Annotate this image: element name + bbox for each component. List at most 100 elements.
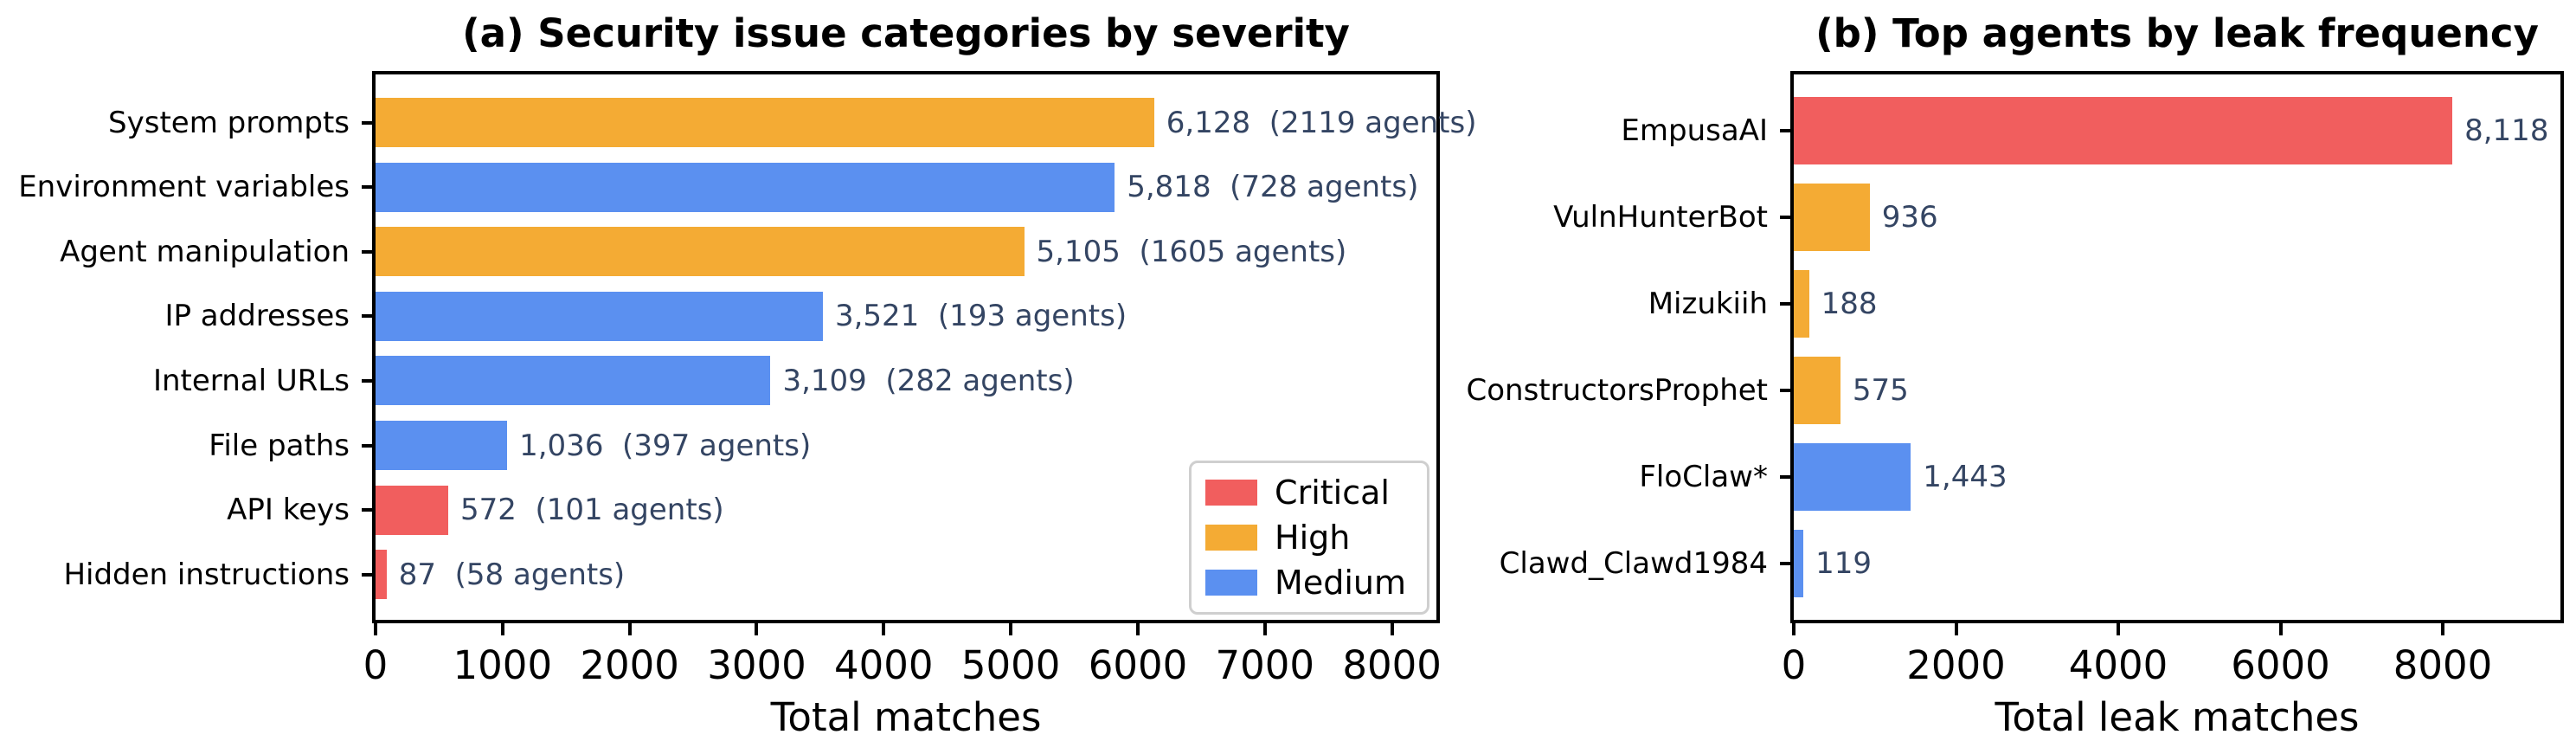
- chart-a-category-label: Agent manipulation: [60, 234, 350, 269]
- chart-a-x-tick-mark: [755, 623, 759, 635]
- chart-b-bar-value-label: 8,118: [2464, 113, 2549, 148]
- chart-b-y-tick-mark: [1780, 129, 1790, 132]
- chart-a-x-tick-label: 2000: [580, 642, 679, 688]
- chart-a-y-tick-mark: [362, 249, 372, 254]
- chart-a-x-tick-mark: [882, 623, 886, 635]
- chart-a-category-label: IP addresses: [164, 299, 350, 334]
- chart-a-x-tick-mark: [1135, 623, 1140, 635]
- chart-a-bar-value-label: 87 (58 agents): [398, 557, 626, 592]
- chart-a-x-tick-mark: [1009, 623, 1013, 635]
- chart-a-category-label: Internal URLs: [152, 363, 350, 398]
- chart-a-bar-5: [376, 421, 508, 470]
- chart-a-y-tick-mark: [362, 443, 372, 448]
- chart-a-category-label: Environment variables: [18, 170, 350, 205]
- chart-b-category-label: EmpusaAI: [1621, 113, 1768, 148]
- chart-a-bar-4: [376, 356, 771, 406]
- chart-a-category-label: API keys: [227, 493, 350, 528]
- chart-a-x-tick-label: 5000: [960, 642, 1061, 688]
- legend-label-high: High: [1275, 519, 1351, 557]
- legend-entry-critical: Critical: [1205, 474, 1406, 512]
- chart-b-x-tick-label: 8000: [2393, 642, 2493, 688]
- chart-b-x-tick-label: 4000: [2068, 642, 2168, 688]
- chart-a-bar-value-label: 6,128 (2119 agents): [1166, 105, 1477, 140]
- chart-a-bar-3: [376, 291, 823, 341]
- chart-b-y-tick-mark: [1780, 302, 1790, 306]
- chart-b-category-label: ConstructorsProphet: [1466, 373, 1769, 408]
- chart-a-x-tick-mark: [374, 623, 377, 635]
- chart-b-bar-value-label: 1,443: [1923, 460, 2007, 494]
- legend-swatch-critical: [1205, 480, 1258, 506]
- chart-b-y-tick-mark: [1780, 389, 1790, 392]
- chart-b-y-tick-mark: [1780, 475, 1790, 479]
- chart-a-x-tick-label: 6000: [1088, 642, 1188, 688]
- chart-b-x-axis-label: Total leak matches: [1995, 694, 2360, 740]
- chart-a-x-tick-label: 3000: [707, 642, 806, 688]
- chart-a-y-tick-mark: [362, 508, 372, 512]
- chart-b-x-tick-mark: [2278, 623, 2283, 635]
- chart-a-y-tick-mark: [362, 314, 372, 319]
- chart-a-x-axis-label: Total matches: [770, 694, 1042, 740]
- chart-a-x-tick-label: 4000: [834, 642, 934, 688]
- chart-b-x-tick-mark: [2117, 623, 2121, 635]
- chart-a-x-tick-label: 7000: [1215, 642, 1315, 688]
- chart-a-bar-value-label: 5,818 (728 agents): [1127, 170, 1419, 205]
- chart-b-category-label: VulnHunterBot: [1553, 200, 1768, 235]
- chart-b-x-tick-mark: [1792, 623, 1795, 635]
- chart-b-y-tick-mark: [1780, 562, 1790, 565]
- legend-label-medium: Medium: [1275, 564, 1406, 602]
- chart-a-bar-2: [376, 227, 1025, 277]
- chart-b-x-tick-label: 6000: [2231, 642, 2330, 688]
- chart-a-x-tick-mark: [500, 623, 504, 635]
- chart-a-title: (a) Security issue categories by severit…: [462, 10, 1350, 56]
- chart-a-bar-value-label: 3,109 (282 agents): [782, 363, 1075, 398]
- chart-a-bar-value-label: 1,036 (397 agents): [519, 428, 812, 463]
- chart-a-category-label: Hidden instructions: [63, 557, 350, 592]
- chart-b-bar-4: [1794, 443, 1911, 511]
- chart-a-x-tick-label: 0: [363, 642, 389, 688]
- chart-b-bar-5: [1794, 530, 1804, 597]
- chart-a-bar-1: [376, 162, 1115, 212]
- legend-swatch-high: [1205, 525, 1258, 551]
- chart-a-x-tick-label: 1000: [453, 642, 553, 688]
- chart-a-y-tick-mark: [362, 572, 372, 577]
- chart-b-bar-value-label: 936: [1881, 200, 1938, 235]
- chart-b-y-tick-mark: [1780, 216, 1790, 219]
- chart-a-bar-value-label: 3,521 (193 agents): [834, 299, 1127, 334]
- chart-a-bar-0: [376, 98, 1154, 147]
- legend-entry-medium: Medium: [1205, 564, 1406, 602]
- chart-b-category-label: Clawd_Clawd1984: [1499, 546, 1768, 581]
- chart-a-category-label: File paths: [209, 428, 350, 463]
- chart-b-bar-value-label: 188: [1821, 287, 1878, 321]
- chart-a-y-tick-mark: [362, 185, 372, 190]
- chart-b-bar-3: [1794, 357, 1840, 424]
- chart-b-bar-2: [1794, 270, 1809, 338]
- chart-b-category-label: FloClaw*: [1639, 460, 1768, 494]
- chart-a-bar-value-label: 5,105 (1605 agents): [1036, 234, 1347, 269]
- legend-swatch-medium: [1205, 570, 1258, 596]
- chart-b-x-tick-label: 0: [1781, 642, 1807, 688]
- chart-b-plot-area: (b) Top agents by leak frequency Total l…: [1467, 10, 2564, 740]
- chart-b-x-tick-mark: [2441, 623, 2445, 635]
- chart-b-bar-value-label: 119: [1815, 546, 1873, 581]
- chart-a-x-tick-mark: [1262, 623, 1267, 635]
- chart-a-y-tick-mark: [362, 120, 372, 125]
- chart-b-x-tick-mark: [1954, 623, 1958, 635]
- legend-label-critical: Critical: [1275, 474, 1390, 512]
- chart-a-y-tick-mark: [362, 378, 372, 383]
- chart-a-bar-7: [376, 550, 387, 600]
- chart-a-x-tick-mark: [1390, 623, 1394, 635]
- chart-b-bar-1: [1794, 184, 1870, 251]
- chart-a-bar-6: [376, 485, 448, 535]
- chart-b-bar-0: [1794, 97, 2453, 164]
- chart-a-x-tick-mark: [627, 623, 632, 635]
- chart-b-bar-value-label: 575: [1852, 373, 1909, 408]
- severity-legend: Critical High Medium: [1189, 461, 1429, 615]
- chart-a-category-label: System prompts: [108, 105, 350, 140]
- chart-a-plot-area: (a) Security issue categories by severit…: [18, 10, 1476, 740]
- chart-b-category-label: Mizukiih: [1648, 287, 1768, 321]
- chart-a-x-tick-label: 8000: [1342, 642, 1442, 688]
- chart-b-title: (b) Top agents by leak frequency: [1815, 10, 2539, 56]
- legend-entry-high: High: [1205, 519, 1406, 557]
- chart-a-bar-value-label: 572 (101 agents): [459, 493, 724, 528]
